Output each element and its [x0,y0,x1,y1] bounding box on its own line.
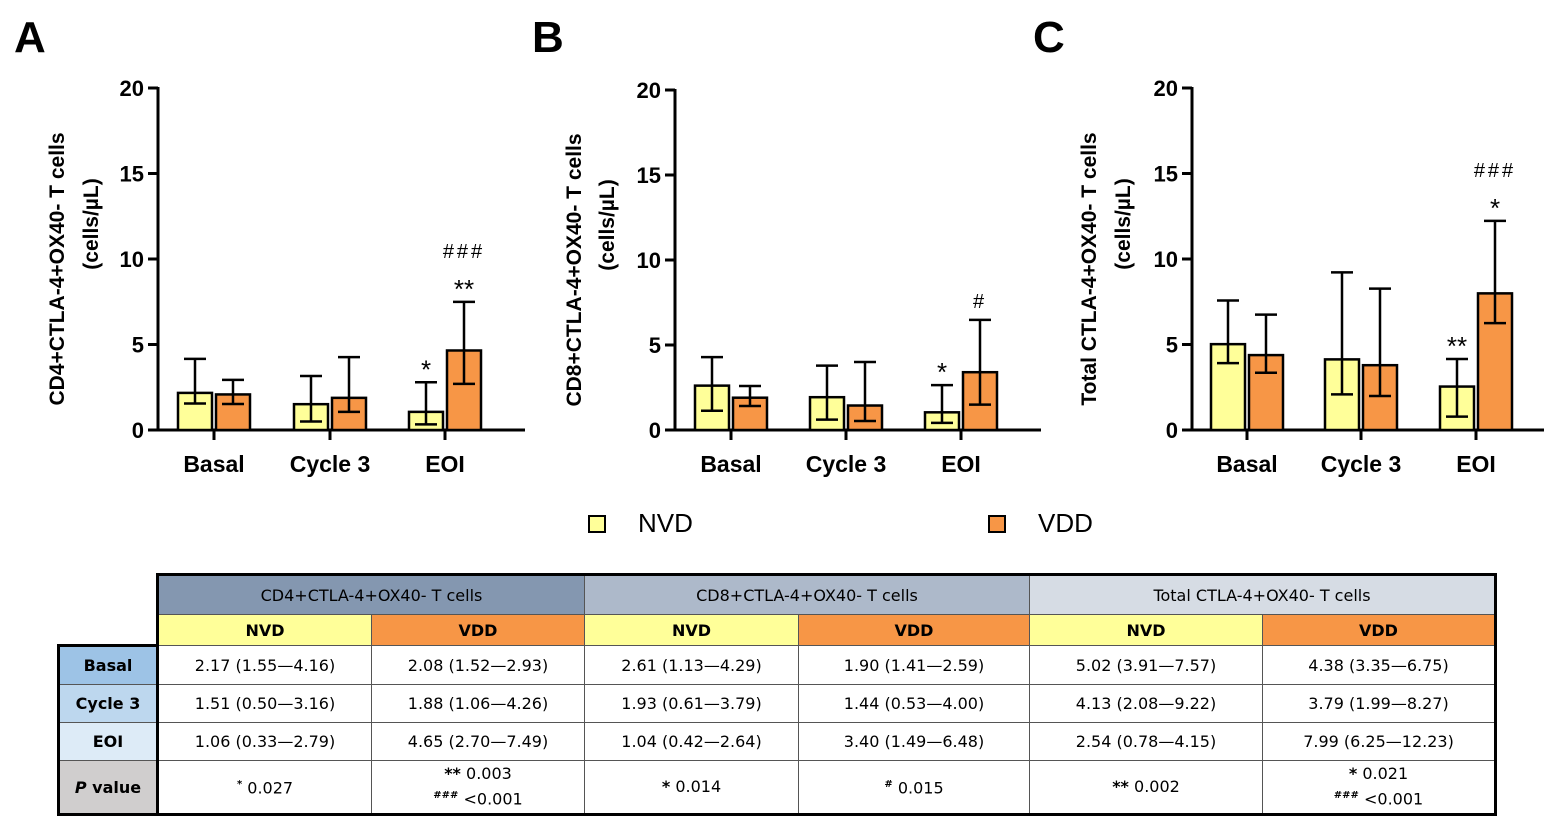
y-axis-unit: (cells/µL) [1112,178,1135,269]
table-cell: 7.99 (6.25—12.23) [1262,722,1497,761]
panel-letter: A [14,13,46,62]
significance-star: * [1490,193,1500,223]
significance-star: ** [454,274,474,304]
subheader-nvd: NVD [156,614,372,646]
y-tick-label: 15 [120,162,144,187]
legend-vdd-swatch [988,514,1006,533]
table-cell: 3.79 (1.99—8.27) [1262,684,1497,723]
table-cell: 5.02 (3.91—7.57) [1029,645,1263,685]
table-cell: 2.08 (1.52—2.93) [371,645,585,685]
x-tick-label: Basal [700,451,761,477]
group-header-cd4: CD4+CTLA-4+OX40- T cells [156,573,585,615]
legend-nvd: NVD [588,508,693,539]
table-cell: 4.13 (2.08—9.22) [1029,684,1263,723]
panel-letter: B [532,13,564,62]
table-cell: 1.06 (0.33—2.79) [156,722,372,761]
table-cell: 2.54 (0.78—4.15) [1029,722,1263,761]
p-value-cell: ** 0.003 ### <0.001 [371,760,585,816]
y-tick-label: 15 [637,163,661,188]
y-tick-label: 0 [1166,418,1178,443]
table-cell: 3.40 (1.49—6.48) [798,722,1030,761]
x-tick-label: EOI [1456,451,1496,477]
table-cell: 2.17 (1.55—4.16) [156,645,372,685]
table-cell: 1.44 (0.53—4.00) [798,684,1030,723]
row-header-p-value: P value [57,760,158,816]
significance-star: * [421,354,431,384]
table-cell: 1.93 (0.61—3.79) [584,684,799,723]
y-axis-unit: (cells/µL) [80,178,103,269]
y-tick-label: 20 [637,78,661,103]
row-header-cycle-3: Cycle 3 [57,684,158,723]
p-value-cell: * 0.027 [156,760,372,816]
x-tick-label: Basal [183,451,244,477]
legend-nvd-label: NVD [638,508,693,538]
y-tick-label: 20 [120,76,144,101]
results-table: CD4+CTLA-4+OX40- T cells CD8+CTLA-4+OX40… [57,573,1497,816]
legend-vdd-label: VDD [1038,508,1093,538]
p-value-cell: * 0.014 [584,760,799,816]
x-tick-label: Cycle 3 [290,451,371,477]
significance-hash: # [973,291,987,313]
subheader-nvd: NVD [1029,614,1263,646]
x-tick-label: Basal [1216,451,1277,477]
significance-star: ** [1447,331,1467,361]
y-axis-unit: (cells/µL) [596,179,619,270]
table-cell: 4.65 (2.70—7.49) [371,722,585,761]
subheader-vdd: VDD [371,614,585,646]
row-header-eoi: EOI [57,722,158,761]
p-value-cell: ** 0.002 [1029,760,1263,816]
y-axis-label: CD8+CTLA-4+OX40- T cells [563,133,586,406]
group-header-cd8: CD8+CTLA-4+OX40- T cells [584,573,1030,615]
x-tick-label: Cycle 3 [806,451,887,477]
panel-letter: C [1033,13,1065,62]
subheader-vdd: VDD [798,614,1030,646]
y-tick-label: 10 [120,247,144,272]
group-header-total: Total CTLA-4+OX40- T cells [1029,573,1497,615]
y-axis-label: CD4+CTLA-4+OX40- T cells [46,132,69,405]
significance-hash: ### [1474,160,1516,182]
x-tick-label: Cycle 3 [1321,451,1402,477]
significance-star: * [937,357,947,387]
table-cell: 1.04 (0.42—2.64) [584,722,799,761]
y-tick-label: 5 [1166,333,1178,358]
legend-vdd: VDD [988,508,1093,539]
y-tick-label: 10 [637,248,661,273]
p-value-cell: * 0.021 ### <0.001 [1262,760,1497,816]
p-value-cell: # 0.015 [798,760,1030,816]
table-cell: 1.51 (0.50—3.16) [156,684,372,723]
table-cell: 1.88 (1.06—4.26) [371,684,585,723]
y-tick-label: 5 [649,333,661,358]
x-tick-label: EOI [425,451,465,477]
y-tick-label: 20 [1154,76,1178,101]
table-cell: 4.38 (3.35—6.75) [1262,645,1497,685]
subheader-nvd: NVD [584,614,799,646]
significance-hash: ### [443,241,485,263]
y-tick-label: 15 [1154,162,1178,187]
y-tick-label: 5 [132,333,144,358]
subheader-vdd: VDD [1262,614,1497,646]
bar-vdd-basal [214,393,252,432]
x-tick-label: EOI [941,451,981,477]
y-axis-label: Total CTLA-4+OX40- T cells [1078,132,1101,405]
y-tick-label: 0 [132,418,144,443]
charts-area: A CD4+CTLA-4+OX40- T cells (cells/µL) 0 5 10 1… [14,13,1544,477]
table-cell: 2.61 (1.13—4.29) [584,645,799,685]
legend-nvd-swatch [588,514,606,533]
table-cell: 1.90 (1.41—2.59) [798,645,1030,685]
y-tick-label: 10 [1154,247,1178,272]
y-tick-label: 0 [649,418,661,443]
row-header-basal: Basal [57,644,158,685]
